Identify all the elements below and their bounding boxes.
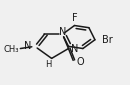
Text: O: O — [76, 57, 84, 67]
Text: H: H — [45, 60, 52, 69]
Text: F: F — [72, 13, 78, 23]
Text: CH₃: CH₃ — [3, 45, 19, 54]
Text: N: N — [72, 44, 79, 54]
Text: N: N — [59, 27, 67, 37]
Text: Br: Br — [102, 35, 113, 45]
Text: N: N — [24, 41, 32, 51]
